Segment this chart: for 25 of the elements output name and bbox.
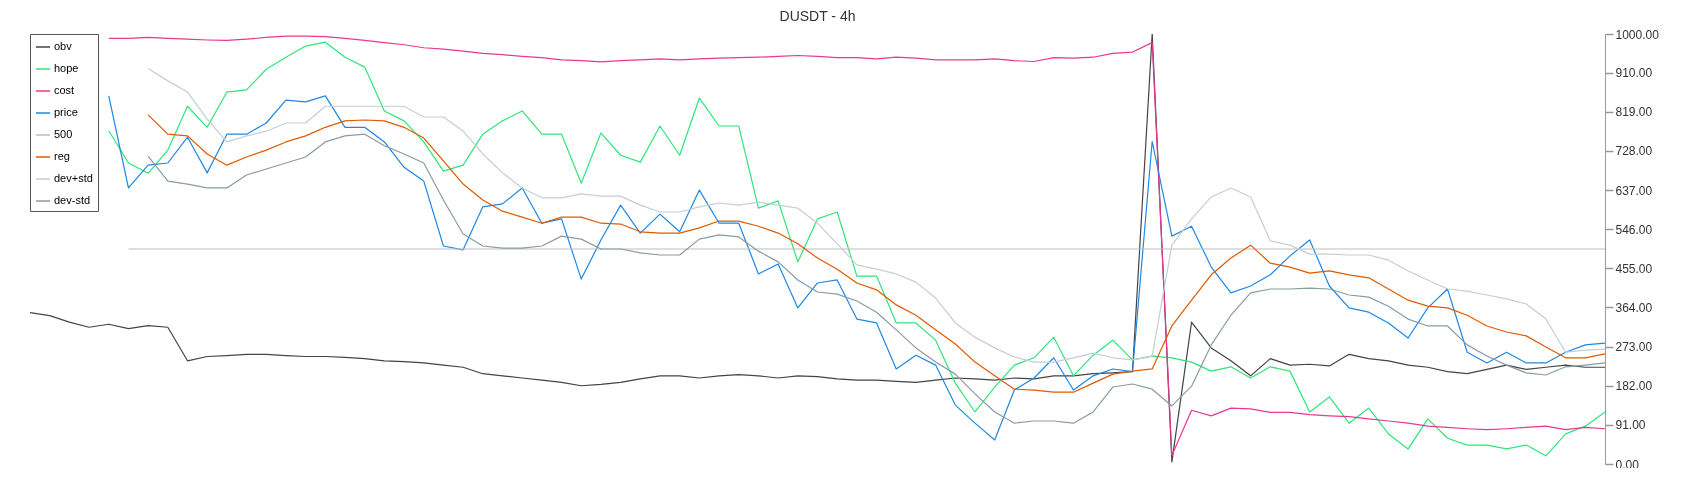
- y-tick-label: 182.00: [1615, 379, 1653, 394]
- line-series: [147, 133, 1605, 424]
- legend-label: cost: [54, 84, 75, 96]
- y-tick-label: 455.00: [1615, 261, 1653, 276]
- legend-label: reg: [54, 150, 70, 162]
- legend-label: hope: [54, 62, 79, 74]
- legend-label: 500: [54, 128, 73, 140]
- y-tick-label: 1000.00: [1615, 27, 1660, 42]
- y-tick-label: 91.00: [1615, 418, 1646, 433]
- y-tick-label: 910.00: [1615, 66, 1653, 81]
- legend-label: dev+std: [54, 172, 93, 184]
- y-tick-label: 273.00: [1615, 340, 1653, 355]
- y-tick-label: 364.00: [1615, 300, 1653, 315]
- y-tick-label: 728.00: [1615, 144, 1653, 159]
- chart-title: DUSDT - 4h: [779, 8, 856, 24]
- y-tick-label: 637.00: [1615, 183, 1653, 198]
- y-tick-label: 819.00: [1615, 105, 1653, 120]
- line-series: [108, 95, 1605, 441]
- legend-label: dev-std: [54, 194, 91, 206]
- y-tick-label: 0.00: [1615, 457, 1640, 472]
- line-series: [147, 114, 1605, 393]
- legend-label: price: [54, 106, 78, 118]
- legend-label: obv: [54, 40, 73, 52]
- line-series: [147, 67, 1605, 363]
- y-tick-label: 546.00: [1615, 222, 1653, 237]
